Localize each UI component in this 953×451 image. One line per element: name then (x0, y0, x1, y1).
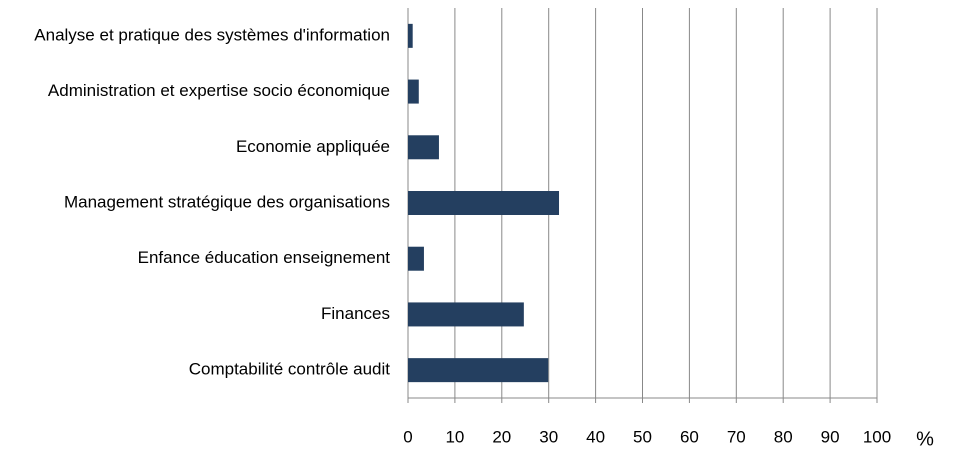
y-tick-label: Finances (321, 304, 390, 323)
x-tick-label: 100 (863, 427, 891, 446)
x-tick-label: 20 (492, 427, 511, 446)
x-tick-label: 80 (774, 427, 793, 446)
bar (408, 358, 549, 383)
bar (408, 79, 419, 104)
y-tick-label: Administration et expertise socio économ… (48, 81, 390, 100)
x-axis-label: % (916, 428, 934, 450)
x-tick-label: 40 (586, 427, 605, 446)
y-tick-label: Economie appliquée (236, 137, 390, 156)
bar (408, 23, 413, 48)
x-tick-label: 70 (727, 427, 746, 446)
bar (408, 191, 560, 215)
x-tick-label: 0 (403, 427, 412, 446)
y-tick-label: Analyse et pratique des systèmes d'infor… (34, 25, 390, 44)
x-tick-label: 10 (445, 427, 464, 446)
bar (408, 302, 524, 327)
y-tick-label: Enfance éducation enseignement (138, 248, 391, 267)
x-tick-label: 30 (539, 427, 558, 446)
bar (408, 246, 424, 271)
y-tick-label: Management stratégique des organisations (64, 192, 390, 211)
bar (408, 135, 439, 160)
x-tick-label: 50 (633, 427, 652, 446)
x-tick-label: 60 (680, 427, 699, 446)
y-tick-label: Comptabilité contrôle audit (189, 360, 391, 379)
x-tick-label: 90 (821, 427, 840, 446)
